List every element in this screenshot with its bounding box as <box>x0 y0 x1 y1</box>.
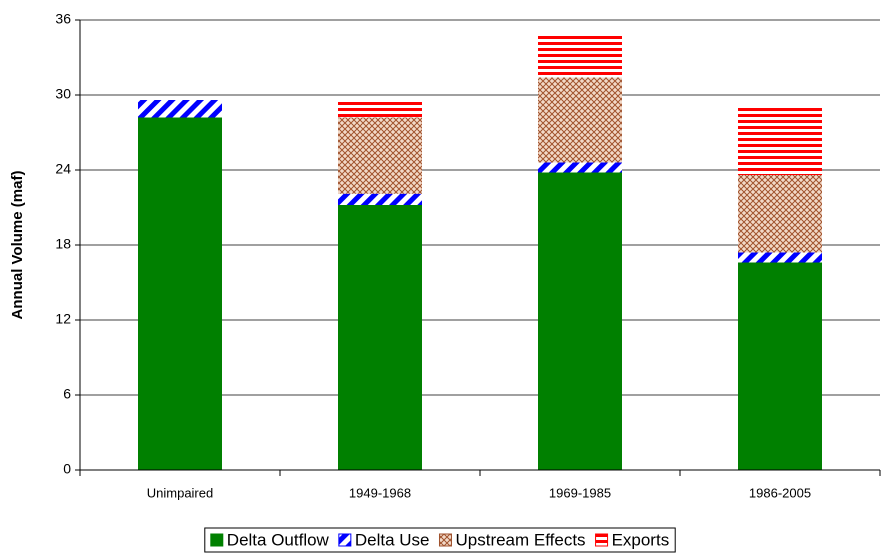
y-tick-label: 30 <box>55 86 71 102</box>
y-tick-label: 12 <box>55 311 71 327</box>
bar-segment <box>338 101 422 118</box>
legend: Delta Outflow Delta Use Upstream Effects Ex… <box>204 527 676 553</box>
legend-swatch <box>595 533 609 547</box>
legend-swatch <box>210 533 224 547</box>
legend-swatch <box>438 533 452 547</box>
bar-segment <box>538 77 622 163</box>
bar-segment <box>338 205 422 470</box>
y-tick-label: 24 <box>55 161 71 177</box>
y-tick-label: 36 <box>55 11 71 27</box>
y-axis-title: Annual Volume (maf) <box>9 171 26 320</box>
legend-label: Delta Outflow <box>227 530 330 549</box>
bar-segment <box>538 35 622 78</box>
legend-label: Exports <box>612 530 670 549</box>
bar-segment <box>538 162 622 173</box>
x-tick-label: Unimpaired <box>147 485 213 500</box>
x-tick-label: 1986-2005 <box>749 485 811 500</box>
bar-segment <box>738 252 822 263</box>
y-tick-label: 18 <box>55 236 71 252</box>
legend-label: Upstream Effects <box>455 530 585 549</box>
bar-segment <box>738 262 822 470</box>
legend-label: Delta Use <box>355 530 430 549</box>
bar-segment <box>738 107 822 175</box>
bar-segment <box>338 193 422 205</box>
bar-segment <box>138 100 222 118</box>
y-tick-label: 6 <box>63 386 71 402</box>
bar-segment <box>738 175 822 253</box>
legend-swatch <box>338 533 352 547</box>
bar-segment <box>138 117 222 470</box>
bar-segment <box>538 172 622 470</box>
x-tick-label: 1949-1968 <box>349 485 411 500</box>
y-tick-label: 0 <box>63 461 71 477</box>
x-tick-label: 1969-1985 <box>549 485 611 500</box>
bar-segment <box>338 117 422 194</box>
